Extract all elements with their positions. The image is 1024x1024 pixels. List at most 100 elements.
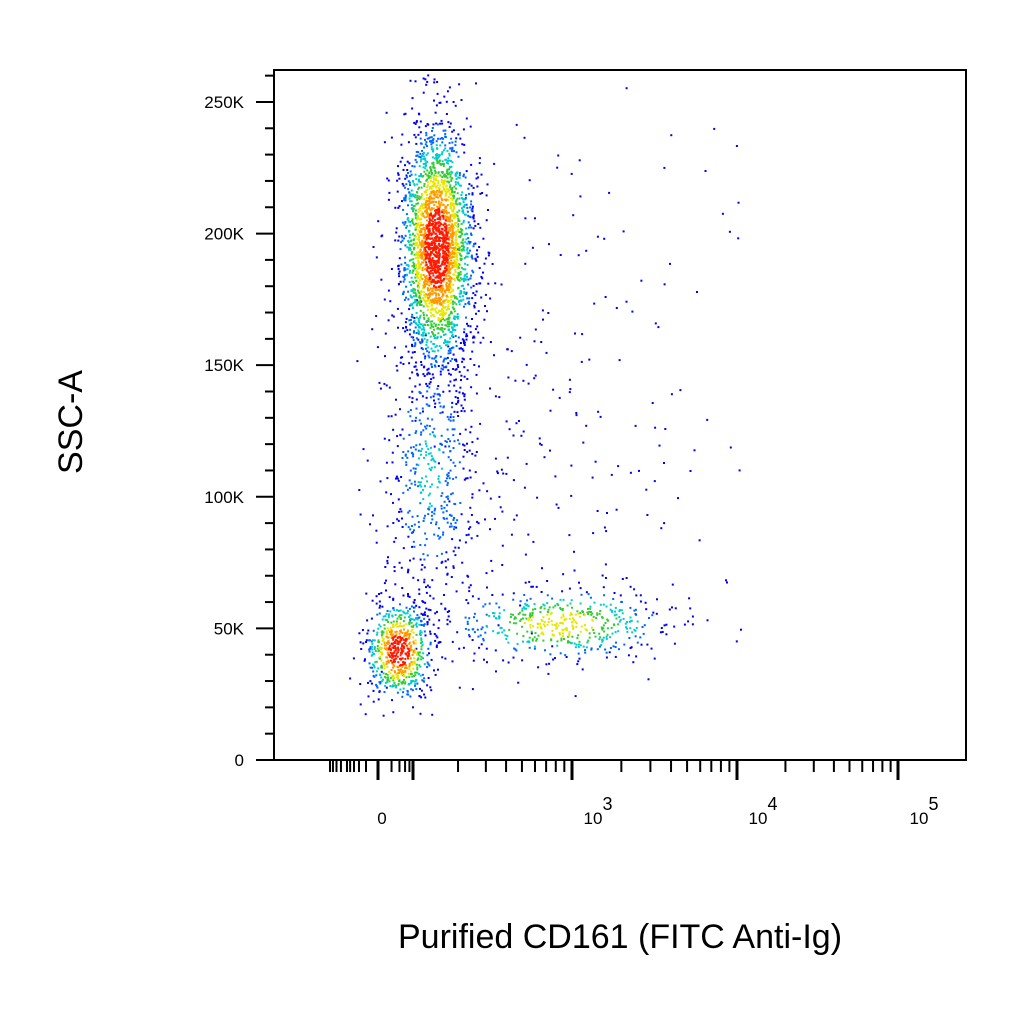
event-point	[400, 566, 403, 569]
event-point	[408, 319, 411, 322]
event-point	[433, 286, 436, 289]
event-point	[385, 673, 388, 675]
event-point	[505, 638, 508, 640]
event-point	[517, 681, 520, 684]
event-point	[479, 422, 482, 425]
event-point	[651, 402, 654, 404]
event-point	[398, 510, 401, 513]
event-point	[442, 359, 445, 362]
event-point	[448, 152, 451, 155]
event-point	[425, 294, 428, 297]
event-point	[726, 581, 728, 584]
event-point	[417, 485, 420, 488]
event-point	[399, 622, 402, 625]
event-point	[385, 630, 388, 633]
event-point	[365, 639, 368, 642]
event-point	[404, 632, 407, 635]
event-point	[412, 269, 415, 272]
event-point	[445, 188, 448, 191]
event-point	[601, 628, 604, 631]
event-point	[570, 621, 573, 624]
event-point	[415, 633, 418, 636]
event-point	[422, 77, 425, 80]
event-point	[398, 270, 401, 273]
event-point	[461, 295, 464, 298]
event-point	[381, 234, 384, 237]
event-point	[422, 334, 425, 337]
event-point	[377, 639, 380, 642]
event-point	[426, 385, 429, 387]
event-point	[414, 214, 417, 217]
event-point	[489, 497, 492, 500]
event-point	[387, 614, 390, 617]
event-point	[446, 287, 449, 290]
event-point	[663, 522, 666, 525]
event-point	[577, 660, 580, 663]
event-point	[435, 297, 438, 300]
event-point	[412, 625, 414, 628]
event-point	[400, 671, 403, 674]
event-point	[498, 616, 501, 619]
event-point	[618, 610, 621, 612]
event-point	[434, 301, 437, 304]
event-point	[552, 606, 555, 609]
event-point	[457, 219, 460, 222]
event-point	[380, 631, 383, 634]
event-point	[488, 602, 491, 605]
event-point	[367, 695, 370, 698]
event-point	[444, 657, 447, 660]
event-point	[602, 627, 605, 630]
event-point	[418, 457, 420, 460]
event-point	[448, 348, 451, 350]
event-point	[433, 315, 436, 318]
event-point	[450, 576, 453, 578]
event-point	[428, 586, 431, 589]
event-point	[541, 619, 544, 622]
event-point	[451, 236, 454, 239]
event-point	[489, 297, 492, 300]
event-point	[384, 684, 387, 687]
event-point	[526, 599, 528, 602]
event-point	[385, 579, 387, 582]
event-point	[463, 444, 466, 447]
event-point	[451, 538, 454, 541]
event-point	[466, 247, 469, 249]
event-point	[423, 229, 426, 232]
event-point	[437, 261, 440, 264]
event-point	[421, 268, 424, 271]
event-point	[417, 281, 420, 284]
event-point	[427, 507, 430, 510]
event-point	[420, 273, 423, 276]
event-point	[454, 238, 457, 241]
event-point	[458, 172, 461, 175]
event-point	[423, 581, 426, 584]
event-point	[482, 637, 485, 640]
event-point	[413, 184, 416, 187]
event-point	[419, 229, 421, 232]
event-point	[435, 248, 438, 251]
event-point	[466, 297, 469, 300]
event-point	[548, 606, 551, 609]
event-point	[462, 467, 465, 470]
event-point	[527, 619, 530, 622]
event-point	[398, 177, 401, 180]
event-point	[392, 684, 394, 687]
event-point	[397, 326, 399, 329]
event-point	[381, 633, 384, 636]
event-point	[408, 636, 411, 639]
event-point	[418, 244, 421, 247]
event-point	[426, 654, 429, 657]
event-point	[500, 468, 503, 471]
event-point	[418, 383, 421, 386]
event-point	[455, 244, 458, 246]
event-point	[447, 349, 450, 352]
event-point	[441, 172, 444, 174]
event-point	[417, 261, 420, 264]
event-point	[443, 253, 446, 256]
event-point	[429, 197, 432, 200]
event-point	[449, 302, 452, 305]
event-point	[430, 185, 433, 188]
event-point	[455, 324, 458, 327]
event-point	[457, 225, 460, 228]
event-point	[426, 267, 429, 270]
